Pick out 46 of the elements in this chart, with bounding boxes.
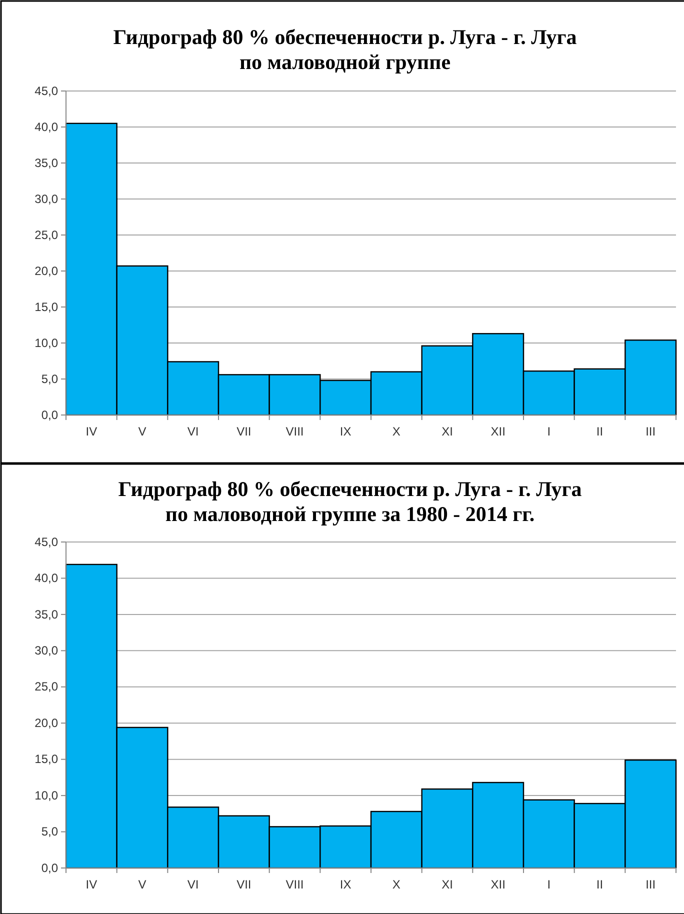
y-tick-label: 25,0 — [34, 680, 58, 694]
y-tick-label: 20,0 — [34, 264, 58, 278]
x-tick-label: IX — [340, 878, 352, 892]
y-tick-label: 10,0 — [34, 788, 58, 802]
y-tick-label: 20,0 — [34, 716, 58, 730]
chart-title: Гидрограф 80 % обеспеченности р. Луга - г. Луга по маловодной группе — [113, 25, 578, 74]
y-tick-label: 30,0 — [34, 644, 58, 658]
y-tick-label: 5,0 — [41, 824, 58, 839]
y-tick-label: 0,0 — [41, 408, 58, 422]
y-tick-label: 10,0 — [34, 336, 58, 350]
x-tick-label: III — [646, 424, 656, 439]
x-tick-label: VIII — [286, 424, 304, 439]
x-tick-label: IX — [340, 424, 352, 439]
x-tick-label: VII — [236, 424, 252, 439]
x-tick-label: IV — [86, 878, 98, 892]
chart-title: Гидрограф 80 % обеспеченности р. Луга - г. Луга по маловодной группе за 1980 - 2014 гг. — [118, 477, 582, 526]
y-tick-label: 15,0 — [34, 752, 58, 766]
x-tick-label: XII — [490, 424, 506, 439]
x-tick-label: VI — [187, 424, 199, 439]
y-tick-label: 30,0 — [34, 192, 58, 206]
x-tick-label: XII — [490, 878, 506, 892]
y-tick-label: 35,0 — [34, 156, 58, 170]
y-tick-label: 45,0 — [34, 534, 58, 549]
x-tick-label: VIII — [286, 878, 304, 892]
y-tick-label: 35,0 — [34, 607, 58, 622]
x-tick-label: III — [646, 878, 656, 892]
y-tick-label: 5,0 — [41, 372, 58, 386]
x-tick-label: I — [547, 424, 551, 439]
x-tick-label: IV — [86, 424, 98, 439]
y-tick-label: 0,0 — [41, 860, 58, 875]
y-tick-label: 40,0 — [34, 571, 58, 586]
x-tick-label: V — [138, 878, 146, 892]
y-tick-label: 25,0 — [34, 228, 58, 242]
x-tick-label: VI — [187, 878, 199, 892]
x-tick-label: VII — [236, 878, 252, 892]
x-tick-label: II — [596, 424, 604, 439]
x-tick-label: II — [596, 878, 604, 892]
x-tick-label: V — [138, 424, 146, 439]
x-tick-label: XI — [442, 878, 453, 892]
x-tick-label: X — [392, 424, 400, 439]
x-tick-label: X — [392, 878, 400, 892]
x-tick-label: I — [547, 878, 551, 892]
y-tick-label: 40,0 — [34, 120, 58, 134]
y-tick-label: 45,0 — [34, 84, 58, 98]
x-tick-label: XI — [442, 424, 453, 439]
y-tick-label: 15,0 — [34, 300, 58, 314]
